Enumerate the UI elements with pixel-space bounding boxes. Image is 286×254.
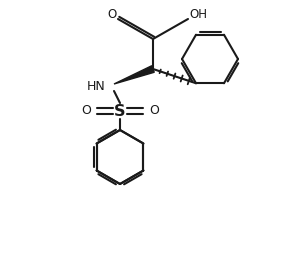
Text: HN: HN xyxy=(86,80,105,92)
Text: O: O xyxy=(149,104,159,118)
Text: S: S xyxy=(114,103,126,119)
Text: O: O xyxy=(107,8,117,22)
Text: O: O xyxy=(81,104,91,118)
Text: OH: OH xyxy=(189,8,207,22)
Polygon shape xyxy=(114,66,154,84)
